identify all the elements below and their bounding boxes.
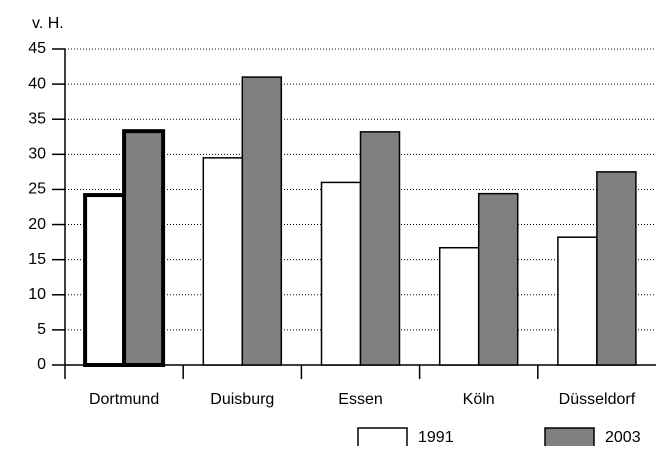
bar bbox=[122, 129, 166, 367]
x-tick-label: Düsseldorf bbox=[559, 391, 636, 408]
bar bbox=[202, 157, 244, 366]
legend-label: 2003 bbox=[605, 429, 641, 446]
legend-label: 1991 bbox=[418, 429, 454, 446]
y-tick-label: 35 bbox=[28, 110, 46, 127]
y-tick-label: 30 bbox=[28, 146, 46, 163]
bar bbox=[83, 193, 127, 367]
bar bbox=[438, 246, 480, 366]
x-tick-label: Essen bbox=[338, 391, 382, 408]
y-axis-label: v. H. bbox=[32, 15, 64, 32]
y-tick-label: 5 bbox=[37, 321, 46, 338]
y-tick-label: 10 bbox=[28, 286, 46, 303]
legend-swatch bbox=[357, 427, 408, 449]
bar bbox=[557, 236, 598, 366]
y-tick-label: 40 bbox=[28, 75, 46, 92]
x-tick-label: Köln bbox=[463, 391, 495, 408]
y-tick-label: 15 bbox=[28, 251, 46, 268]
x-tick-label: Dortmund bbox=[89, 391, 159, 408]
bar bbox=[477, 192, 519, 366]
bar bbox=[320, 181, 362, 366]
y-tick-label: 25 bbox=[28, 181, 46, 198]
x-tick-label: Duisburg bbox=[210, 391, 274, 408]
y-tick-label: 20 bbox=[28, 216, 46, 233]
bar bbox=[596, 171, 637, 366]
bar bbox=[241, 76, 283, 366]
bar bbox=[359, 131, 401, 366]
y-tick-label: 45 bbox=[28, 40, 46, 57]
y-tick-label: 0 bbox=[37, 356, 46, 373]
legend-swatch bbox=[544, 427, 595, 449]
